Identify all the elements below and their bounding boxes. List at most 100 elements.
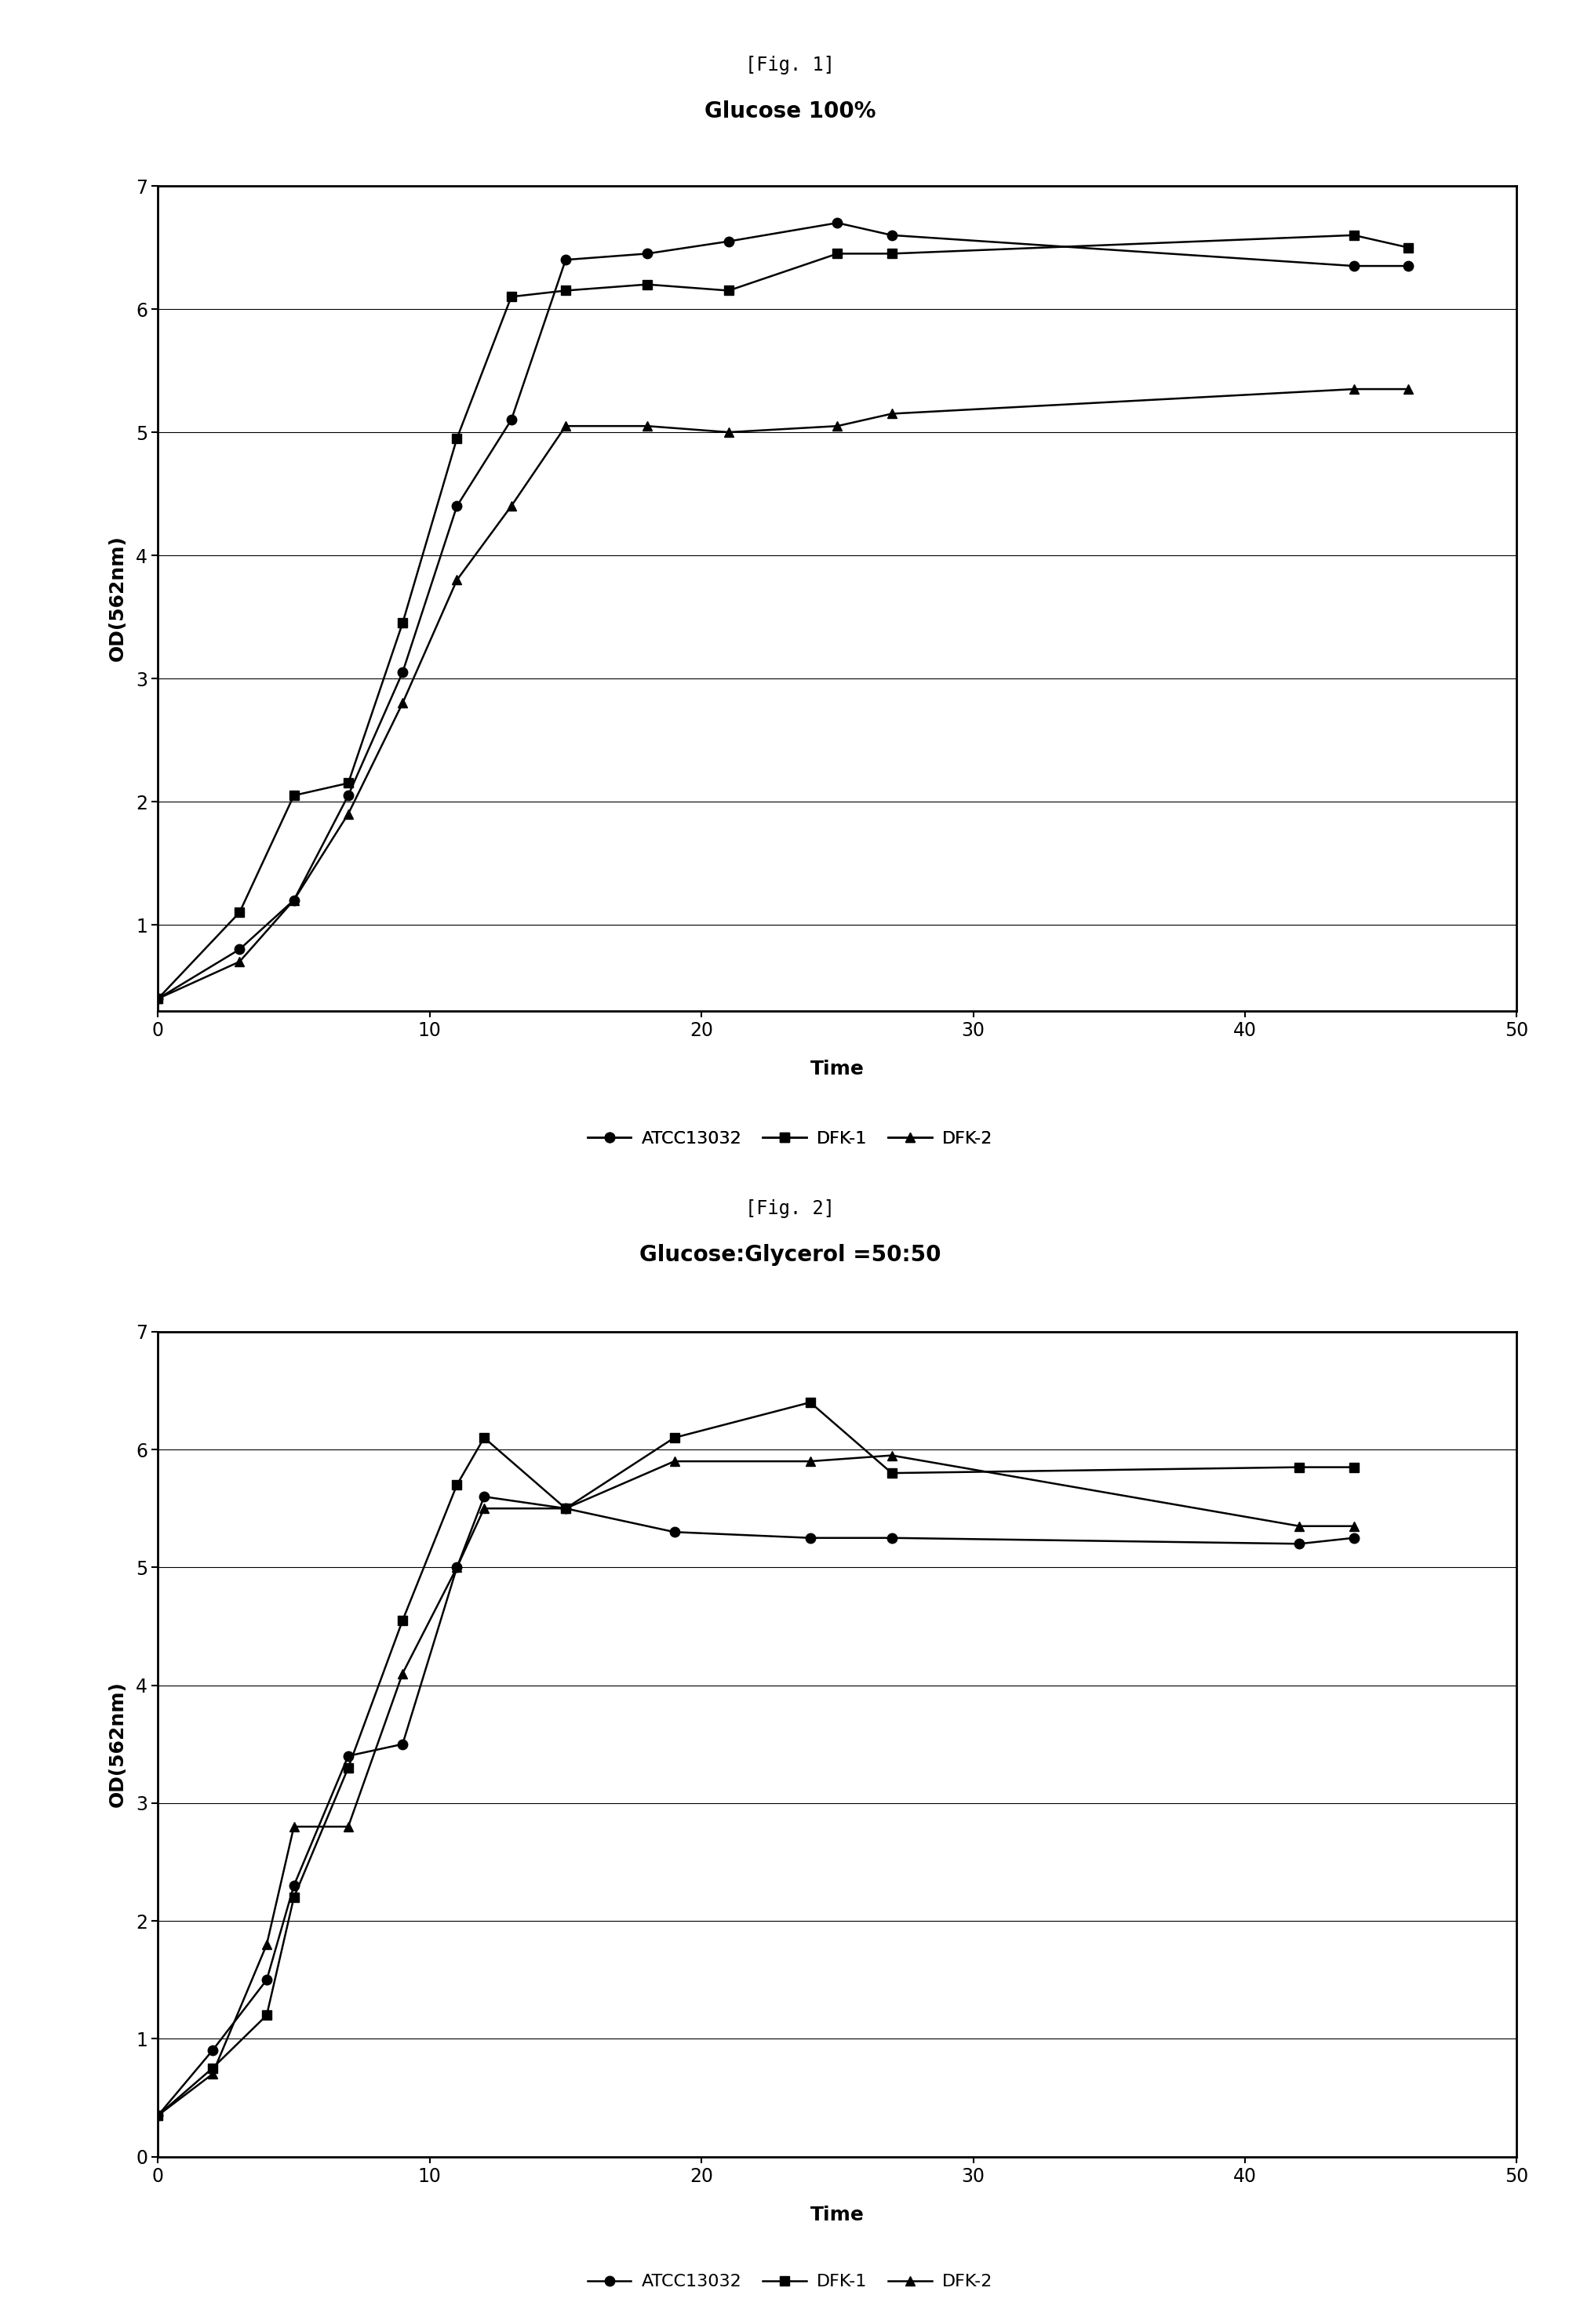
DFK-2 [719,418,738,446]
ATCC13032 [338,781,357,809]
Line: DFK-1: DFK-1 [153,1397,1359,2119]
DFK-1 [1345,221,1364,249]
DFK-2 [338,1813,357,1841]
ATCC13032 [801,1525,820,1552]
DFK-1 [556,1494,575,1522]
DFK-1 [284,1882,303,1910]
DFK-2 [638,411,657,439]
DFK-2 [149,2101,167,2129]
Line: ATCC13032: ATCC13032 [153,218,1413,1004]
DFK-1 [393,1606,412,1634]
Text: Glucose:Glycerol =50:50: Glucose:Glycerol =50:50 [640,1243,940,1267]
DFK-1 [801,1387,820,1415]
ATCC13032 [638,239,657,267]
DFK-1 [149,985,167,1013]
DFK-2 [665,1448,684,1476]
DFK-1 [828,239,847,267]
DFK-1 [447,1471,466,1499]
ATCC13032 [556,1494,575,1522]
DFK-2 [1398,374,1417,402]
Line: DFK-2: DFK-2 [153,1450,1359,2119]
DFK-2 [502,493,521,521]
Y-axis label: OD(562nm): OD(562nm) [107,535,126,662]
DFK-2 [447,1552,466,1580]
ATCC13032 [1398,251,1417,279]
DFK-1 [202,2054,221,2082]
Line: ATCC13032: ATCC13032 [153,1492,1359,2119]
ATCC13032 [284,885,303,913]
DFK-1 [882,1459,901,1487]
DFK-1 [338,1755,357,1783]
DFK-1 [665,1425,684,1452]
Text: [Fig. 1]: [Fig. 1] [746,56,834,74]
DFK-2 [1345,374,1364,402]
ATCC13032 [665,1518,684,1545]
ATCC13032 [1345,251,1364,279]
DFK-1 [882,239,901,267]
Line: DFK-1: DFK-1 [153,230,1413,1004]
ATCC13032 [393,1729,412,1757]
ATCC13032 [447,1552,466,1580]
DFK-2 [828,411,847,439]
DFK-2 [1345,1513,1364,1541]
ATCC13032 [258,1966,276,1994]
X-axis label: Time: Time [811,1060,864,1078]
X-axis label: Time: Time [811,2205,864,2224]
DFK-2 [474,1494,493,1522]
Legend: ATCC13032, DFK-1, DFK-2: ATCC13032, DFK-1, DFK-2 [580,1125,1000,1153]
DFK-2 [882,1441,901,1469]
Y-axis label: OD(562nm): OD(562nm) [107,1680,126,1808]
DFK-1 [284,781,303,809]
ATCC13032 [882,1525,901,1552]
ATCC13032 [231,937,250,964]
DFK-1 [1345,1452,1364,1480]
DFK-1 [231,899,250,927]
DFK-1 [1289,1452,1308,1480]
ATCC13032 [556,246,575,274]
DFK-1 [447,425,466,453]
DFK-1 [502,284,521,311]
DFK-2 [447,567,466,595]
ATCC13032 [149,2101,167,2129]
ATCC13032 [284,1871,303,1899]
ATCC13032 [1345,1525,1364,1552]
DFK-2 [556,411,575,439]
DFK-2 [231,948,250,976]
DFK-2 [338,799,357,827]
DFK-1 [338,769,357,797]
ATCC13032 [447,493,466,521]
DFK-1 [638,270,657,297]
ATCC13032 [719,228,738,256]
DFK-1 [1398,232,1417,260]
ATCC13032 [502,407,521,435]
DFK-2 [882,400,901,428]
DFK-2 [1289,1513,1308,1541]
Line: DFK-2: DFK-2 [153,383,1413,1004]
DFK-1 [556,277,575,304]
DFK-1 [149,2101,167,2129]
DFK-1 [393,609,412,637]
DFK-2 [393,1659,412,1687]
DFK-2 [393,690,412,718]
ATCC13032 [393,658,412,686]
DFK-2 [284,885,303,913]
Text: [Fig. 2]: [Fig. 2] [746,1199,834,1218]
Legend: ATCC13032, DFK-1, DFK-2: ATCC13032, DFK-1, DFK-2 [580,2268,1000,2296]
DFK-2 [149,985,167,1013]
DFK-1 [258,2001,276,2029]
DFK-2 [258,1931,276,1959]
ATCC13032 [1289,1529,1308,1557]
ATCC13032 [202,2036,221,2064]
DFK-2 [284,1813,303,1841]
DFK-1 [719,277,738,304]
ATCC13032 [882,221,901,249]
DFK-2 [202,2059,221,2087]
ATCC13032 [149,985,167,1013]
DFK-2 [801,1448,820,1476]
ATCC13032 [828,209,847,237]
Text: Glucose 100%: Glucose 100% [705,100,875,123]
ATCC13032 [338,1743,357,1771]
ATCC13032 [474,1483,493,1511]
DFK-1 [474,1425,493,1452]
DFK-2 [556,1494,575,1522]
